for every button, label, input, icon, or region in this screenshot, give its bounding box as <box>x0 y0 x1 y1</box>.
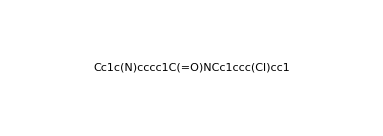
Text: Cc1c(N)cccc1C(=O)NCc1ccc(Cl)cc1: Cc1c(N)cccc1C(=O)NCc1ccc(Cl)cc1 <box>93 63 290 73</box>
